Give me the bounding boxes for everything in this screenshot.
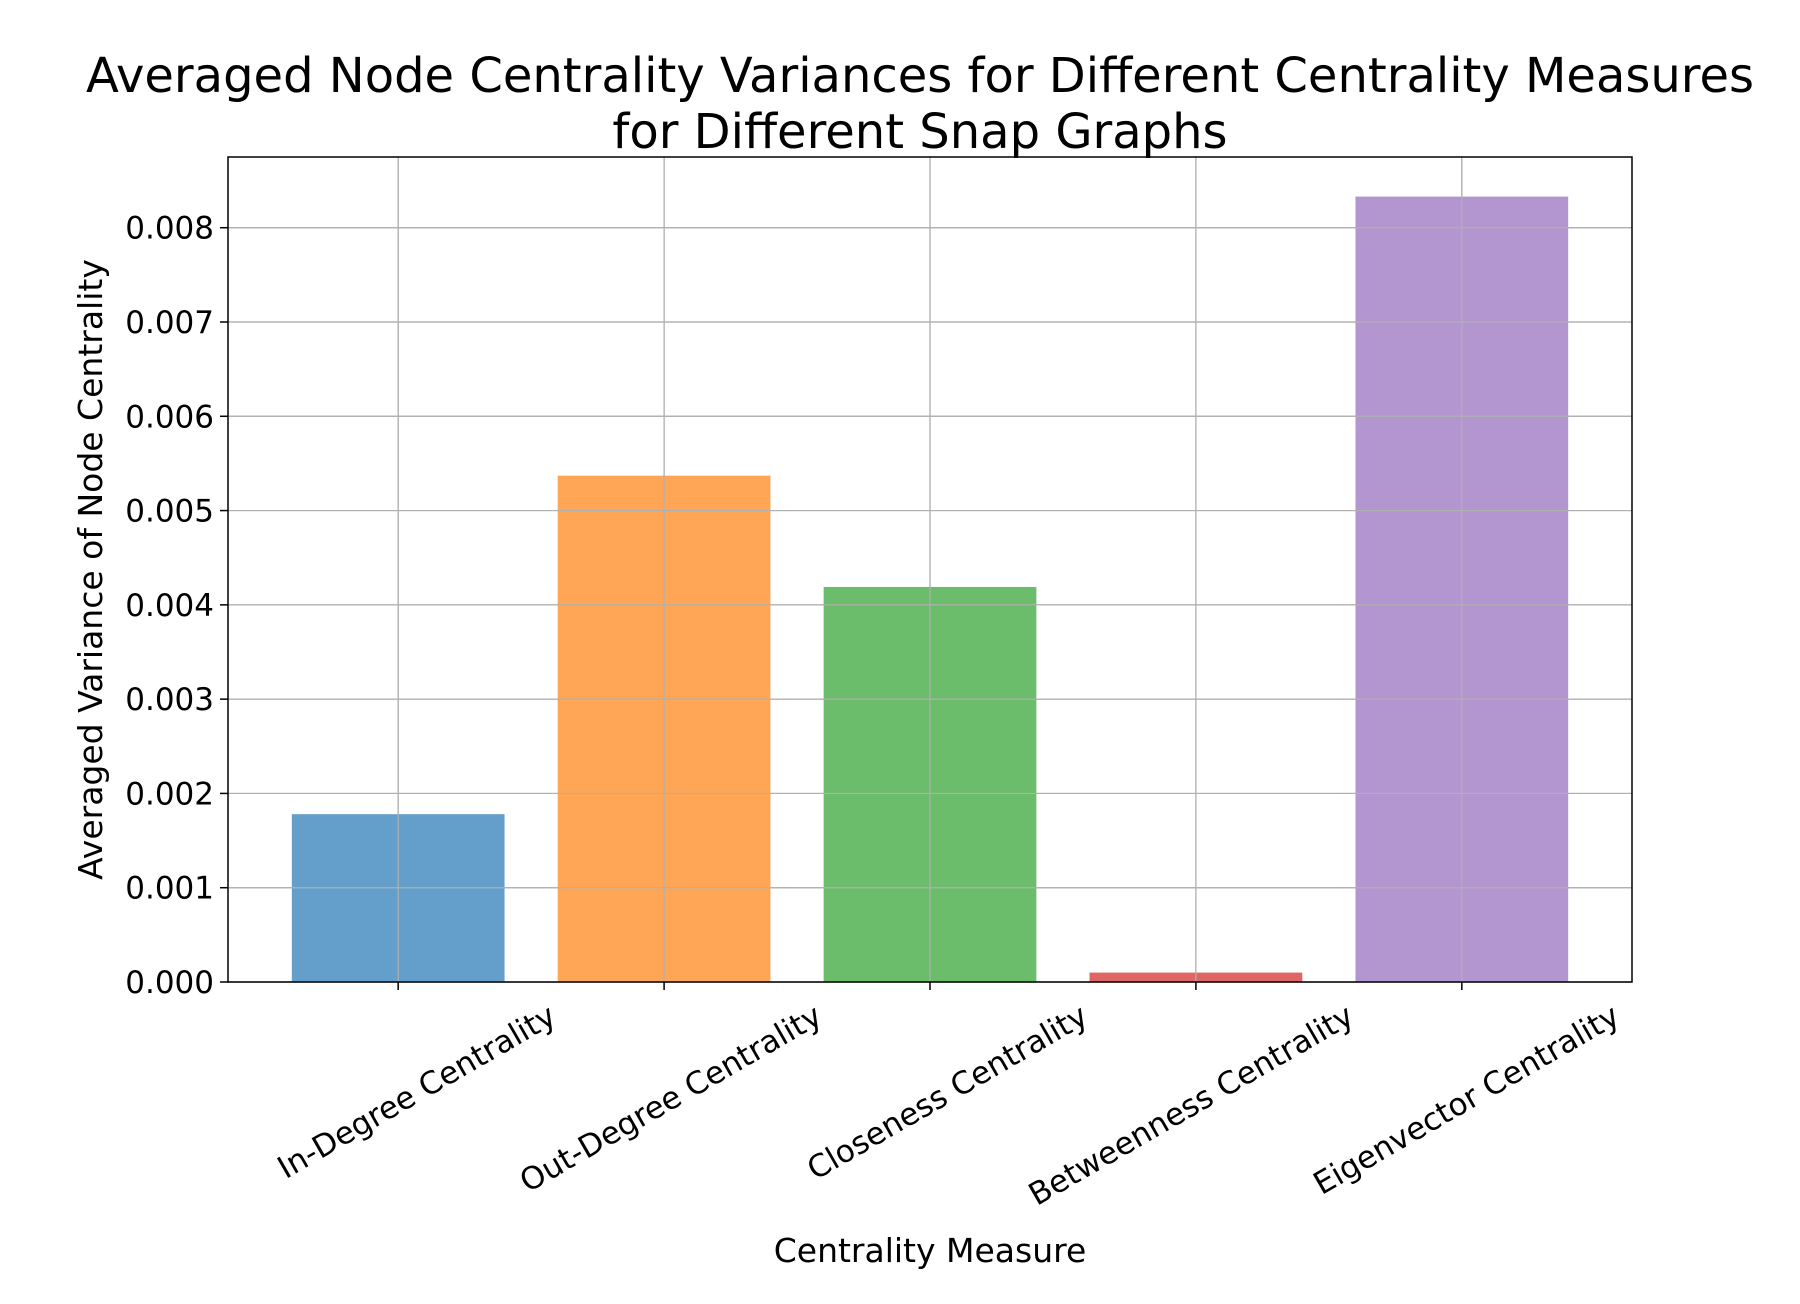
y-tick-label: 0.005	[125, 494, 214, 530]
y-tick-label: 0.000	[125, 965, 214, 1001]
y-tick-label: 0.008	[125, 211, 214, 247]
chart-title: Averaged Node Centrality Variances for D…	[86, 48, 1754, 160]
y-tick-label: 0.007	[125, 305, 214, 341]
chart-title-line-2: for Different Snap Graphs	[612, 104, 1227, 160]
x-tick-label: Closeness Centrality	[801, 998, 1094, 1188]
y-tick-label: 0.003	[125, 682, 214, 718]
y-axis-label: Averaged Variance of Node Centrality	[71, 259, 110, 880]
x-tick-label: In-Degree Centrality	[272, 998, 563, 1187]
x-axis-label: Centrality Measure	[774, 1231, 1087, 1270]
y-tick-label: 0.004	[125, 588, 214, 624]
y-tick-label: 0.002	[125, 776, 214, 812]
y-tick-label: 0.006	[125, 399, 214, 435]
bars	[228, 157, 1632, 983]
chart-title-line-1: Averaged Node Centrality Variances for D…	[86, 48, 1754, 104]
y-tick-label: 0.001	[125, 871, 214, 907]
